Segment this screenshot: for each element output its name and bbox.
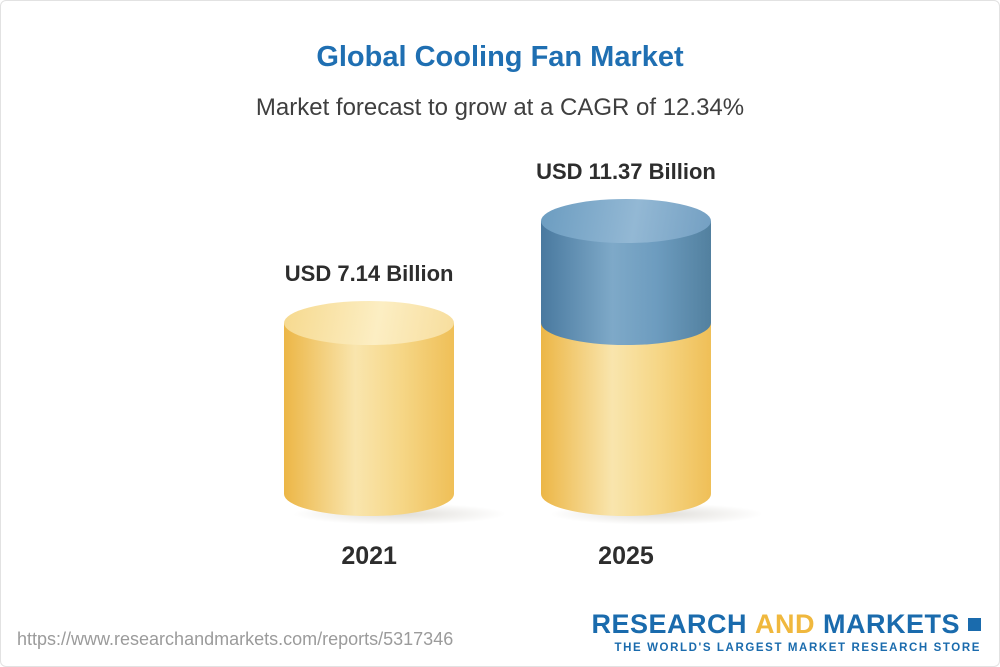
brand-tagline: THE WORLD'S LARGEST MARKET RESEARCH STOR… xyxy=(614,642,981,654)
value-label-2025: USD 11.37 Billion xyxy=(536,159,716,185)
logo-markets-text: MARKETS xyxy=(823,609,960,639)
cylinder-cap-gold xyxy=(284,300,455,345)
bar-2021-cylinder xyxy=(284,300,508,525)
bar-2025-base-segment xyxy=(540,322,711,516)
logo-research-text: RESEARCH xyxy=(591,609,747,639)
cylinder-cap-blue xyxy=(540,199,711,244)
category-label-2025: 2025 xyxy=(598,542,654,570)
chart-title: Global Cooling Fan Market xyxy=(316,41,684,73)
chart-subtitle: Market forecast to grow at a CAGR of 12.… xyxy=(255,94,745,121)
logo-square-icon xyxy=(968,618,981,631)
value-label-2021: USD 7.14 Billion xyxy=(284,260,454,286)
bar-group-2025: USD 11.37 Billion 2025 xyxy=(536,159,764,571)
bar-group-2021: USD 7.14 Billion 2021 xyxy=(284,260,508,571)
brand-logo-wordmark: RESEARCH AND MARKETS xyxy=(591,611,981,638)
bar-chart: USD 7.14 Billion 2021 USD 11.37 Billion … xyxy=(1,149,999,571)
bar-2021-segment xyxy=(284,322,455,516)
category-label-2021: 2021 xyxy=(341,542,397,570)
bar-2025-cylinder xyxy=(540,199,764,525)
brand-logo: RESEARCH AND MARKETS THE WORLD'S LARGEST… xyxy=(591,611,981,654)
chart-header: Global Cooling Fan Market Market forecas… xyxy=(1,1,999,122)
logo-and-text: AND xyxy=(755,609,815,639)
source-url: https://www.researchandmarkets.com/repor… xyxy=(17,629,454,649)
